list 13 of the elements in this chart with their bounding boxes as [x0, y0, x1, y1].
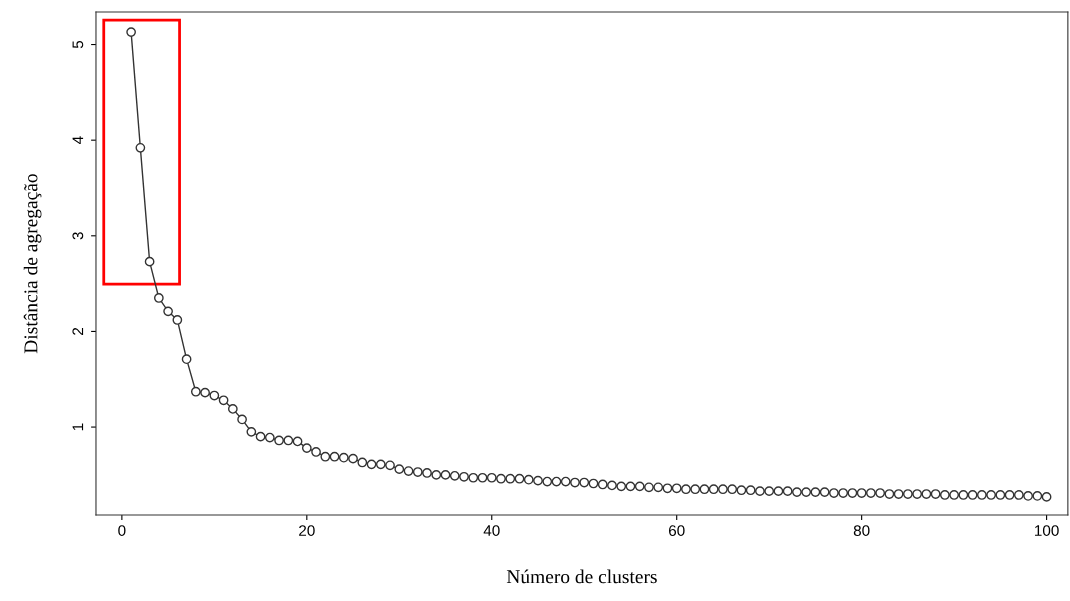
- y-tick-label: 1: [72, 423, 84, 431]
- x-tick-label: 20: [299, 525, 315, 536]
- x-tick-label: 40: [483, 525, 500, 536]
- y-tick-label: 4: [72, 136, 84, 145]
- y-tick-label: 2: [72, 327, 84, 335]
- y-tick-label: 3: [72, 232, 84, 240]
- x-tick-label: 80: [853, 525, 870, 536]
- x-axis-title: Número de clusters: [506, 569, 657, 584]
- x-tick-label: 100: [1035, 525, 1059, 536]
- y-tick-label: 5: [72, 40, 84, 49]
- y-axis-title: Distância de agregação: [23, 174, 42, 354]
- x-tick-label: 0: [118, 525, 126, 536]
- x-tick-label: 60: [668, 525, 685, 536]
